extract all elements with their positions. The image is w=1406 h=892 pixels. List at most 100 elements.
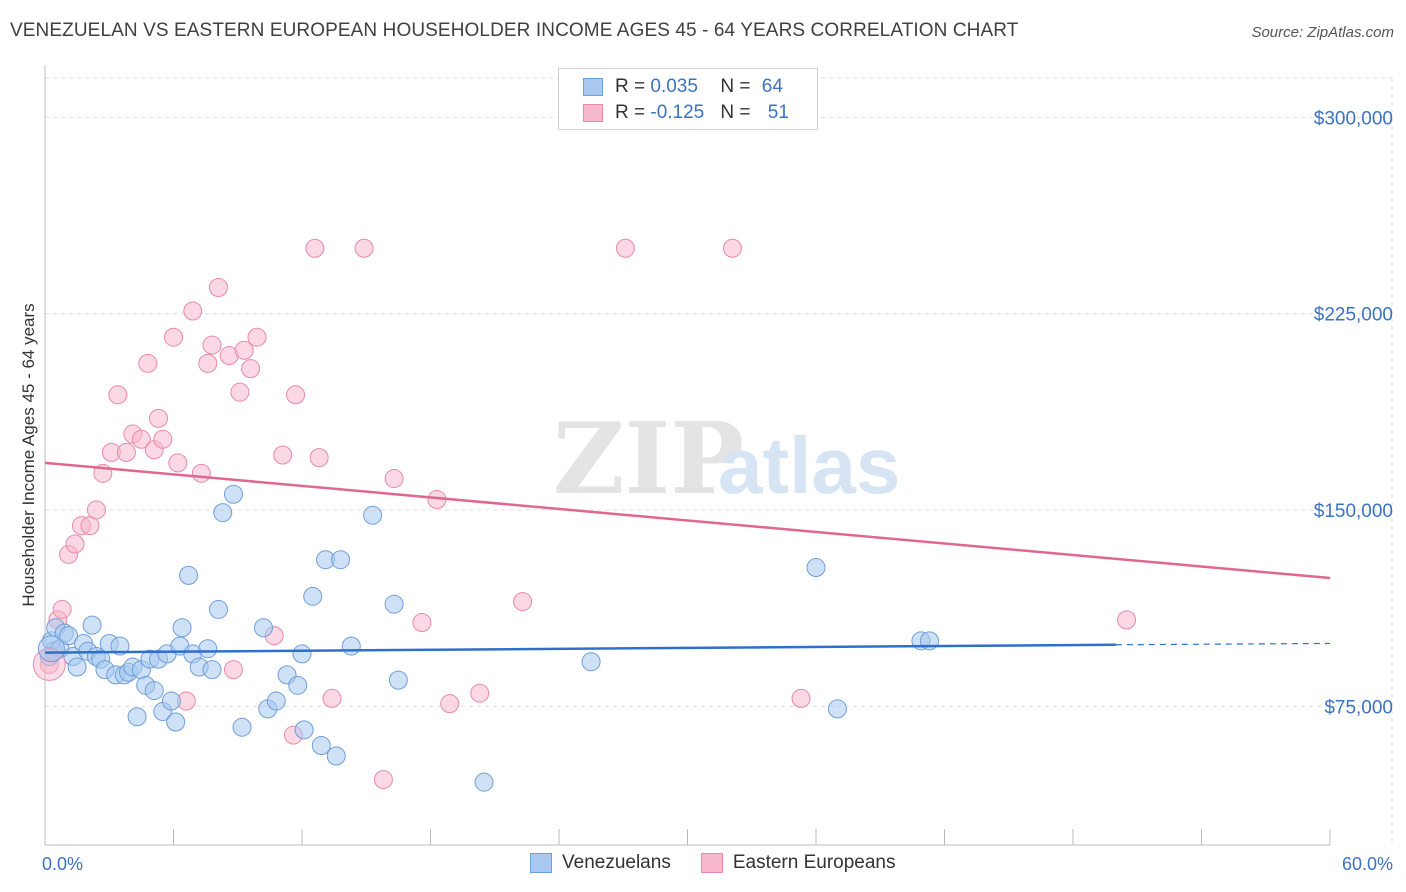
eastern-europeans-point-31 <box>247 327 267 347</box>
venezuelans-point-59 <box>806 558 826 578</box>
eastern-europeans-point-39 <box>354 238 374 258</box>
eastern-europeans-point-10 <box>108 385 128 405</box>
watermark-zip: ZIP <box>553 402 744 517</box>
series-swatch-venezuelans <box>530 853 552 873</box>
eastern-europeans-point-48 <box>722 238 742 258</box>
venezuelans-point-60 <box>827 699 847 719</box>
legend-row-eastern-europeans: R = -0.125 N = 51 <box>583 102 789 124</box>
legend-r-label: R = <box>615 76 651 97</box>
legend-swatch-venezuelans <box>583 78 603 96</box>
venezuelans-point-58 <box>581 652 601 672</box>
trend-lines <box>44 461 1331 654</box>
x-tick-label-1: 60.0% <box>1342 854 1393 874</box>
eastern-europeans-point-28 <box>230 382 250 402</box>
y-tick-label-0: $75,000 <box>1324 697 1393 718</box>
eastern-europeans-point-36 <box>305 238 325 258</box>
eastern-europeans-point-21 <box>183 301 203 321</box>
y-tick-labels: $75,000 $150,000 $225,000 $300,000 <box>1314 108 1393 718</box>
venezuelans-point-35 <box>198 639 218 659</box>
x-tick-labels: 0.0% 60.0% <box>42 854 1393 874</box>
y-axis-label: Householder Income Ages 45 - 64 years <box>19 303 38 606</box>
venezuelans-point-38 <box>213 503 233 523</box>
watermark: ZIP atlas <box>553 402 900 517</box>
venezuelans-point-48 <box>303 586 323 606</box>
venezuelans-point-43 <box>266 691 286 711</box>
eastern-europeans-point-49 <box>791 688 811 708</box>
watermark-atlas: atlas <box>718 421 900 510</box>
eastern-europeans-point-25 <box>208 277 228 297</box>
venezuelans-point-37 <box>208 599 228 619</box>
chart-title: VENEZUELAN VS EASTERN EUROPEAN HOUSEHOLD… <box>10 20 1019 41</box>
x-tick-label-0: 0.0% <box>42 854 83 874</box>
eastern-europeans-point-27 <box>223 660 243 680</box>
legend-n-value: 64 <box>761 76 783 97</box>
y-tick-label-2: $225,000 <box>1314 305 1393 326</box>
eastern-europeans-point-7 <box>86 500 106 520</box>
series-label-eastern-europeans: Eastern Europeans <box>732 852 896 873</box>
venezuelans-trend-extension <box>1115 642 1331 646</box>
venezuelans-point-32 <box>178 565 198 585</box>
legend-r-label: R = <box>615 102 651 123</box>
eastern-europeans-point-45 <box>470 683 490 703</box>
legend-row-venezuelans: R = 0.035 N = 64 <box>583 76 783 98</box>
venezuelans-point-47 <box>294 720 314 740</box>
venezuelans-point-10 <box>82 615 102 635</box>
venezuelans-point-49 <box>311 736 331 756</box>
data-points <box>32 238 1137 792</box>
venezuelans-point-57 <box>474 772 494 792</box>
eastern-europeans-point-30 <box>241 359 261 379</box>
venezuelans-point-7 <box>67 657 87 677</box>
venezuelans-point-46 <box>292 644 312 664</box>
source-credit: Source: ZipAtlas.com <box>1251 24 1394 41</box>
venezuelans-point-40 <box>232 717 252 737</box>
venezuelans-point-41 <box>253 618 273 638</box>
venezuelans-point-5 <box>59 626 79 646</box>
venezuelans-point-52 <box>331 550 351 570</box>
eastern-europeans-point-19 <box>168 453 188 473</box>
venezuelans-point-36 <box>202 660 222 680</box>
venezuelans-point-39 <box>223 484 243 504</box>
eastern-europeans-point-37 <box>309 448 329 468</box>
y-tick-label-3: $300,000 <box>1314 108 1393 129</box>
eastern-europeans-point-46 <box>513 592 533 612</box>
eastern-europeans-point-18 <box>164 327 183 347</box>
series-legend-venezuelans: Venezuelans <box>530 852 671 874</box>
eastern-europeans-point-42 <box>412 613 432 633</box>
eastern-europeans-point-50 <box>1117 610 1137 630</box>
eastern-europeans-point-24 <box>202 335 222 355</box>
venezuelans-point-54 <box>363 505 383 525</box>
eastern-europeans-point-17 <box>153 429 173 449</box>
legend-r-value: 0.035 <box>650 76 698 97</box>
venezuelans-trend-line <box>44 643 1116 654</box>
eastern-europeans-point-11 <box>116 442 136 462</box>
venezuelans-point-55 <box>384 594 404 614</box>
eastern-europeans-point-4 <box>65 534 85 554</box>
legend-n-value: 51 <box>767 102 789 123</box>
eastern-europeans-point-22 <box>191 463 211 483</box>
venezuelans-point-edge <box>37 635 65 663</box>
correlation-legend: R = 0.035 N = 64 R = -0.125 N = 51 <box>558 68 818 130</box>
eastern-europeans-point-38 <box>322 688 342 708</box>
series-swatch-eastern-europeans <box>700 853 723 873</box>
eastern-europeans-point-47 <box>615 238 635 258</box>
eastern-europeans-point-33 <box>273 445 293 465</box>
eastern-europeans-trend-line <box>44 461 1331 580</box>
eastern-europeans-point-35 <box>286 385 306 405</box>
legend-r-value: -0.125 <box>650 102 705 123</box>
legend-n-label: N = <box>720 102 756 123</box>
venezuelans-point-56 <box>388 670 408 690</box>
eastern-europeans-point-2 <box>52 599 72 619</box>
series-legend: Venezuelans Eastern Europeans <box>530 852 926 874</box>
axes <box>44 65 1331 846</box>
venezuelans-point-29 <box>166 712 186 732</box>
venezuelans-point-28 <box>161 691 181 711</box>
eastern-europeans-point-41 <box>384 469 404 489</box>
eastern-europeans-point-16 <box>149 408 169 428</box>
series-legend-eastern-europeans: Eastern Europeans <box>700 852 896 874</box>
eastern-europeans-point-29 <box>234 340 254 360</box>
venezuelans-point-31 <box>172 618 192 638</box>
series-label-venezuelans: Venezuelans <box>562 852 671 873</box>
eastern-europeans-point-40 <box>373 770 393 790</box>
venezuelans-point-24 <box>144 681 164 701</box>
